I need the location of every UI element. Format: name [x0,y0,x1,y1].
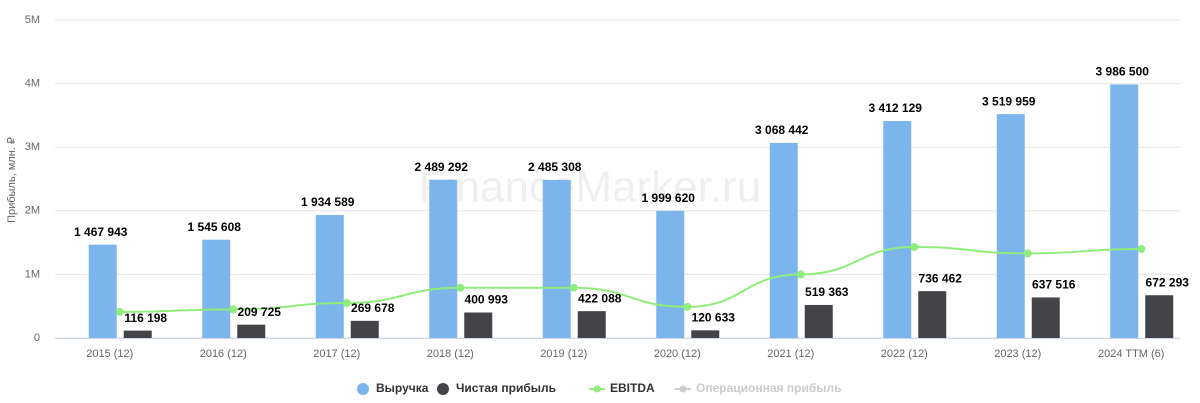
value-label: 422 088 [578,291,622,305]
value-label: 120 633 [692,310,736,324]
y-axis-label: Прибыль, млн. ₽ [6,137,18,223]
bar [315,214,344,338]
bar [464,312,493,338]
y-tick-label: 3M [25,141,40,153]
value-label: 209 725 [238,305,282,319]
x-tick-label: 2022 (12) [881,348,928,360]
legend-symbol [357,383,369,395]
value-label: 3 068 442 [755,123,809,137]
value-label: 637 516 [1032,278,1076,292]
point [910,243,919,252]
legend-label: Чистая прибыль [456,381,556,395]
bar [237,324,266,338]
bar [1145,295,1174,338]
value-label: 1 467 943 [74,225,128,239]
y-tick-label: 1M [25,268,40,280]
legend-symbol [679,385,687,393]
legend-label: Выручка [376,381,429,395]
legend-symbol [437,383,449,395]
value-label: 2 485 308 [528,160,582,174]
bar [88,244,117,338]
x-tick-label: 2023 (12) [994,348,1041,360]
point [342,299,351,308]
bar [429,179,458,338]
watermark: FinanceMarker.ru [419,163,761,212]
value-label: 400 993 [465,293,509,307]
value-label: 1 934 589 [301,195,355,209]
value-label: 3 412 129 [869,101,923,115]
x-tick-label: 2015 (12) [86,348,133,360]
bar [1031,297,1060,338]
bar [202,239,231,338]
value-label: 3 986 500 [1096,65,1150,79]
x-tick-label: 2019 (12) [540,348,587,360]
legend-label: EBITDA [610,381,655,395]
x-tick-label: 2018 (12) [427,348,474,360]
value-label: 672 293 [1146,275,1190,289]
x-tick-label: 2016 (12) [200,348,247,360]
legend-label: Операционная прибыль [696,381,841,395]
y-tick-label: 2M [25,205,40,217]
bar [577,311,606,338]
bar [918,291,947,338]
point [569,283,578,292]
value-label: 736 462 [919,271,963,285]
x-tick-label: 2017 (12) [313,348,360,360]
point [115,307,124,316]
bar [1110,84,1139,338]
y-tick-label: 4M [25,78,40,90]
bar [350,320,379,338]
value-label: 116 198 [124,311,167,325]
point [796,270,805,279]
bar [804,304,833,338]
value-label: 2 489 292 [415,160,469,174]
point [683,302,692,311]
point [1023,249,1032,258]
point [1137,244,1146,253]
y-tick-label: 5M [25,14,40,26]
x-tick-label: 2024 TTM (6) [1098,348,1164,360]
x-tick-label: 2021 (12) [767,348,814,360]
bar [769,142,798,338]
value-label: 1 545 608 [188,220,242,234]
y-tick-label: 0 [34,332,40,344]
value-label: 269 678 [351,301,395,315]
legend-symbol [593,385,601,393]
value-label: 1 999 620 [642,191,696,205]
bar [656,210,685,338]
value-label: 3 519 959 [982,94,1036,108]
bar [123,330,152,338]
bar [542,179,571,338]
value-label: 519 363 [805,285,849,299]
bar [996,114,1025,338]
point [456,283,465,292]
bar [691,330,720,338]
x-tick-label: 2020 (12) [654,348,701,360]
line [119,246,1142,313]
point [229,305,238,314]
bar [883,120,912,339]
